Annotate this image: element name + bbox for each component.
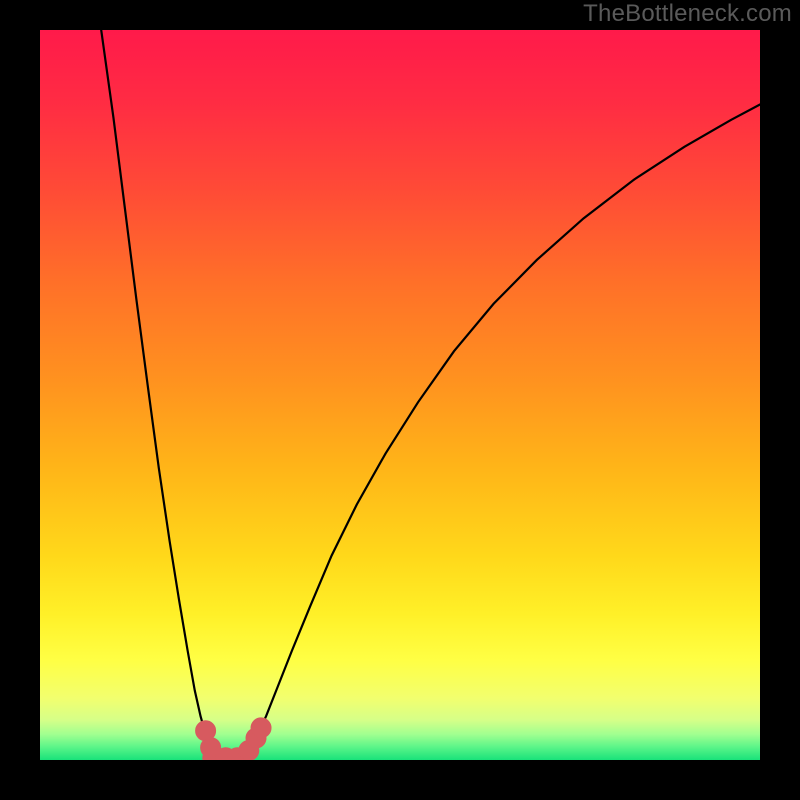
marker-point — [251, 718, 271, 738]
plot-svg — [40, 30, 760, 760]
watermark-text: TheBottleneck.com — [583, 0, 792, 28]
chart-container: TheBottleneck.com — [0, 0, 800, 800]
plot-area — [40, 30, 760, 760]
